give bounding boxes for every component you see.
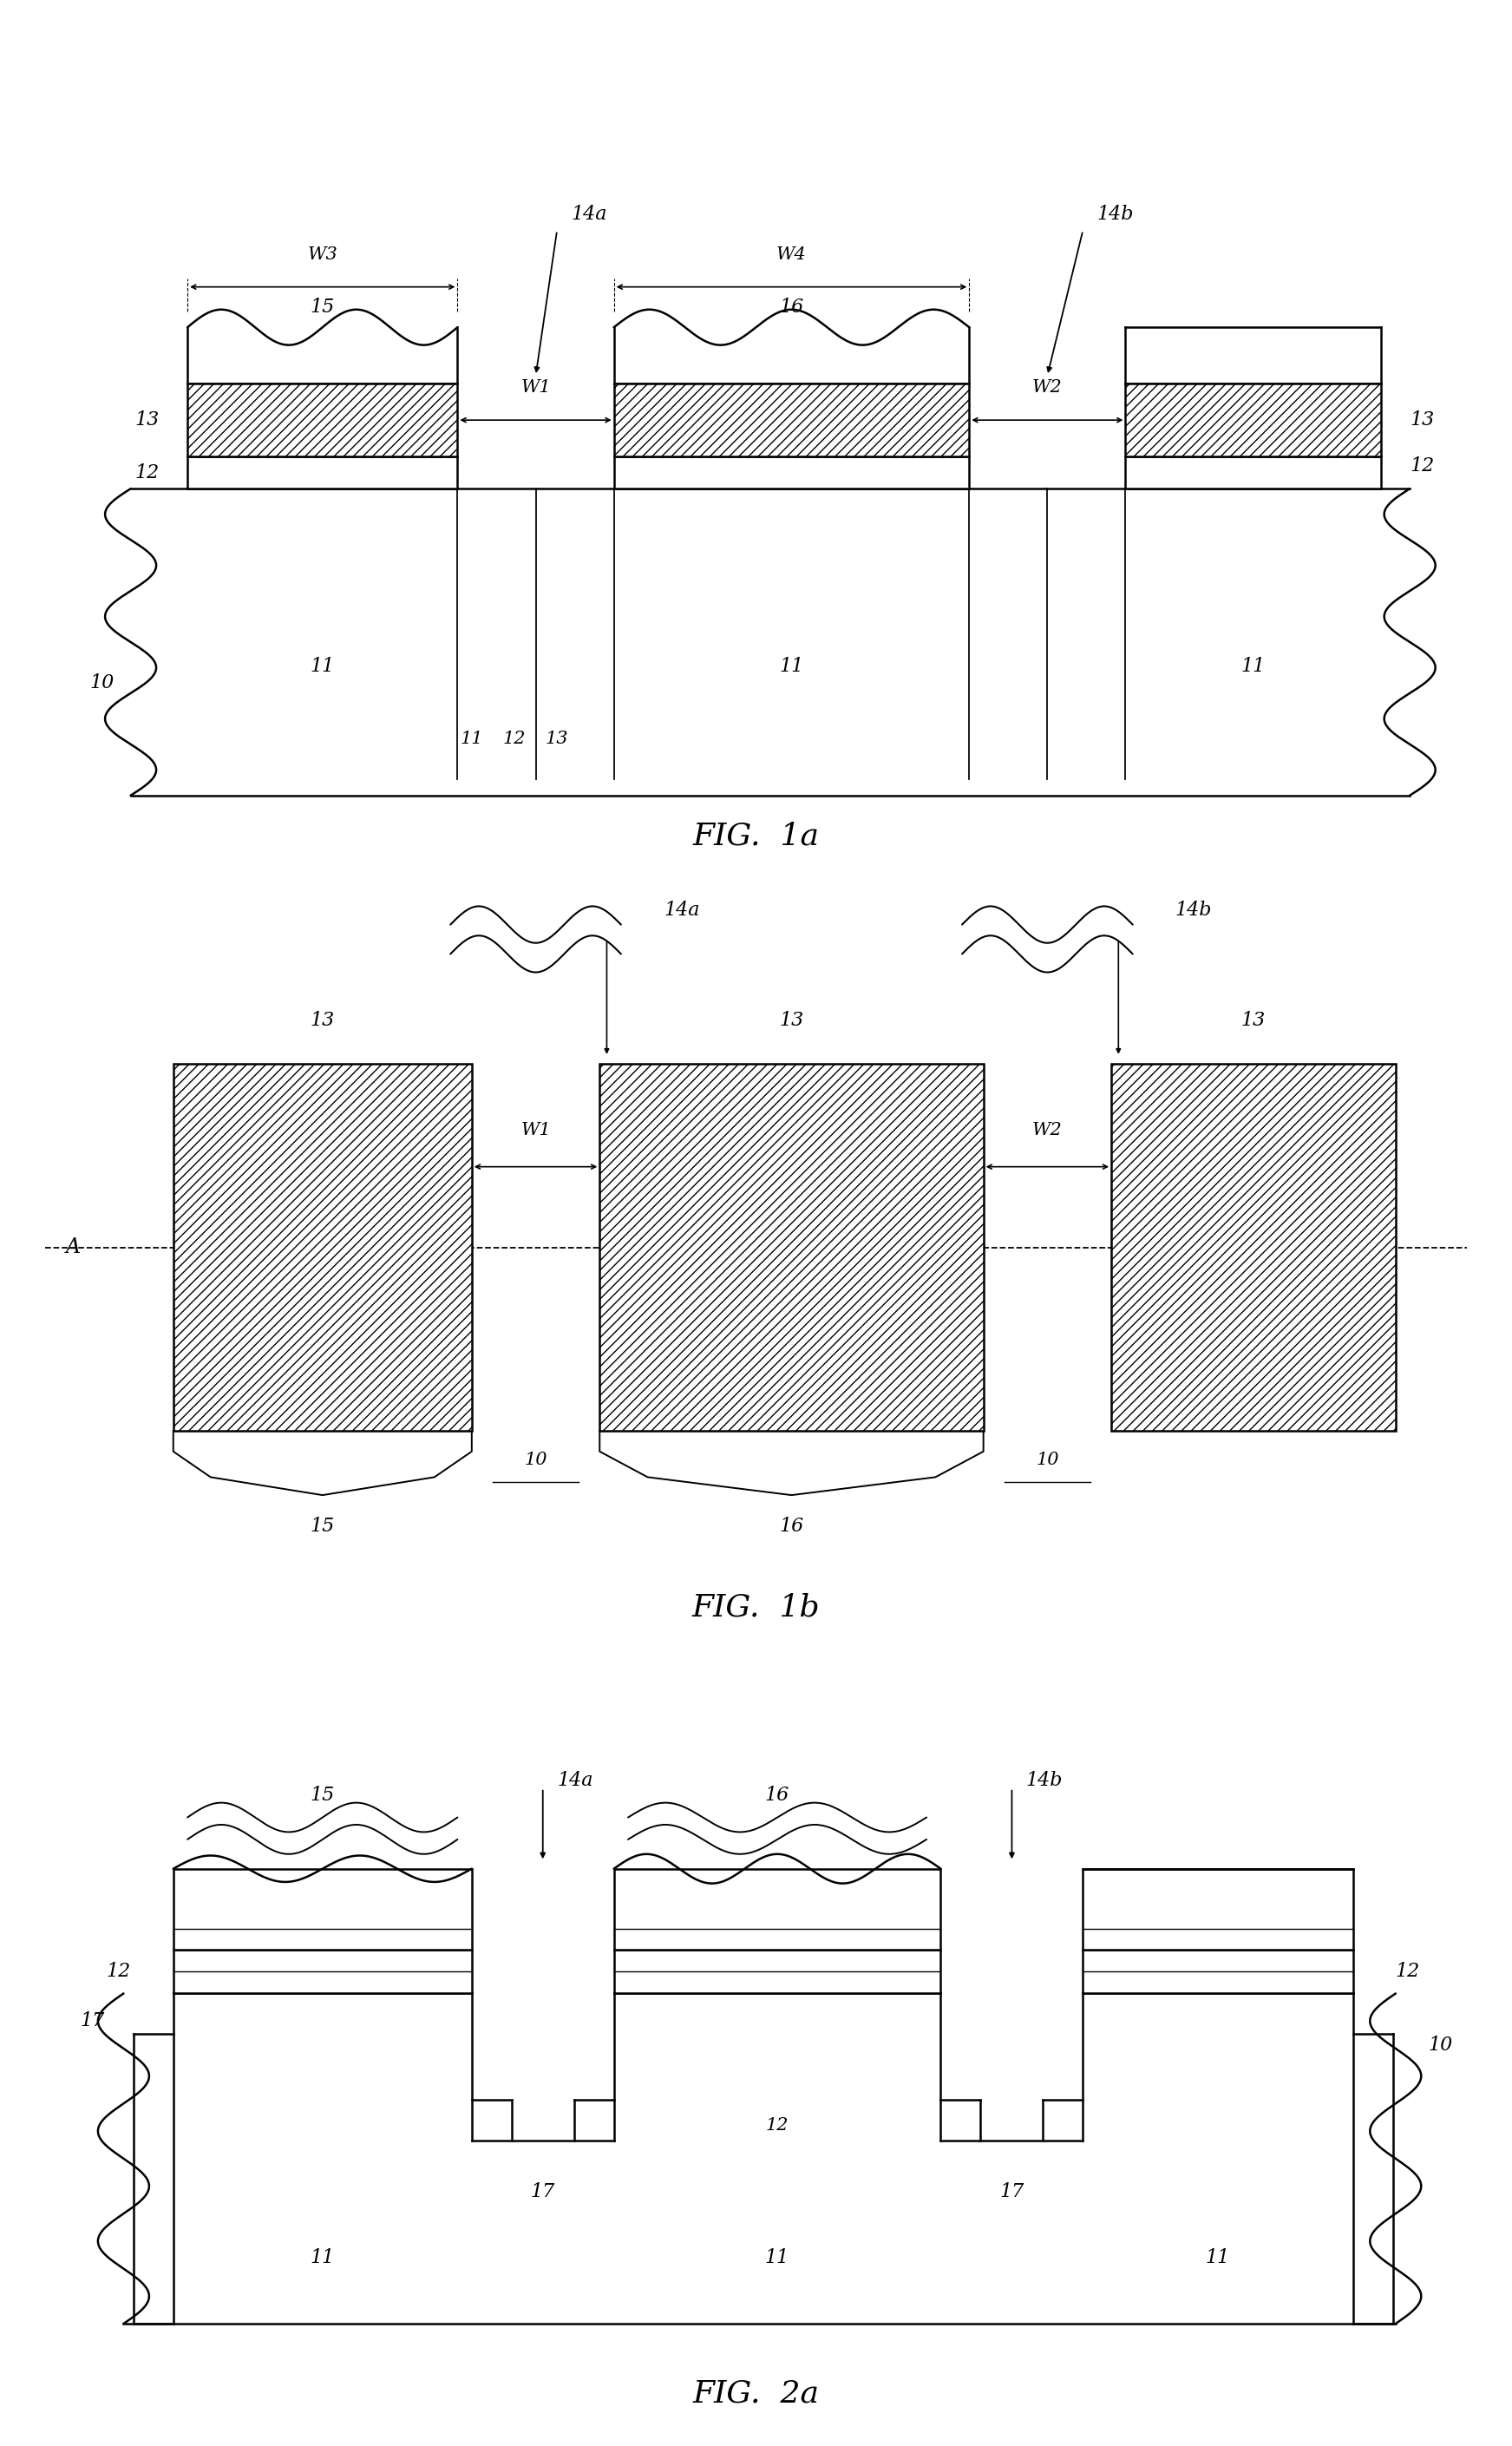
Bar — [614, 457, 969, 489]
Bar — [600, 1064, 983, 1431]
Text: 11: 11 — [1241, 656, 1266, 675]
Text: 14a: 14a — [664, 900, 700, 920]
Bar — [174, 1064, 472, 1431]
Text: 11: 11 — [1205, 2248, 1231, 2267]
Text: 15: 15 — [310, 1517, 334, 1536]
Text: 13: 13 — [135, 411, 159, 430]
Bar — [187, 457, 458, 489]
Text: FIG.  2a: FIG. 2a — [692, 2378, 820, 2409]
Text: 11: 11 — [460, 731, 484, 746]
Text: W1: W1 — [520, 1123, 550, 1137]
Text: 16: 16 — [765, 1786, 789, 1805]
Text: 12: 12 — [1409, 457, 1435, 475]
Text: A: A — [67, 1238, 82, 1257]
Text: 11: 11 — [765, 2248, 789, 2267]
Text: W2: W2 — [1033, 1123, 1063, 1137]
Text: 14b: 14b — [1098, 205, 1134, 225]
Text: 11: 11 — [310, 2248, 334, 2267]
Text: 13: 13 — [546, 731, 569, 746]
Text: 17: 17 — [531, 2182, 555, 2201]
Bar — [614, 1949, 940, 1993]
Text: 13: 13 — [1409, 411, 1435, 430]
Text: FIG.  1b: FIG. 1b — [692, 1592, 820, 1622]
Text: W2: W2 — [1033, 379, 1063, 396]
Bar — [614, 384, 969, 457]
Bar — [187, 384, 458, 457]
Text: 11: 11 — [779, 656, 804, 675]
Text: W4: W4 — [777, 247, 806, 262]
Text: 12: 12 — [765, 2118, 789, 2133]
Text: 17: 17 — [80, 2011, 104, 2030]
Bar — [614, 1869, 940, 1949]
Text: 10: 10 — [89, 673, 115, 692]
Text: 15: 15 — [310, 298, 334, 316]
Text: 17: 17 — [999, 2182, 1024, 2201]
Text: W3: W3 — [307, 247, 337, 262]
Text: 13: 13 — [310, 1010, 334, 1030]
Bar — [1083, 1869, 1353, 1949]
Text: 14b: 14b — [1027, 1771, 1063, 1790]
Bar — [174, 1869, 472, 1949]
Text: 16: 16 — [779, 1517, 804, 1536]
Text: 12: 12 — [1396, 1962, 1420, 1981]
Text: 14b: 14b — [1175, 900, 1213, 920]
Text: FIG.  1a: FIG. 1a — [692, 822, 820, 851]
Text: 14a: 14a — [556, 1771, 593, 1790]
Text: 16: 16 — [779, 298, 804, 316]
Bar — [174, 1949, 472, 1993]
Text: 12: 12 — [135, 462, 159, 482]
Text: 11: 11 — [310, 656, 334, 675]
Text: 10: 10 — [525, 1453, 547, 1468]
Text: 13: 13 — [1241, 1010, 1266, 1030]
Text: 13: 13 — [779, 1010, 804, 1030]
Bar — [1125, 384, 1382, 457]
Text: 10: 10 — [1429, 2035, 1453, 2055]
Text: W1: W1 — [520, 379, 550, 396]
Text: 12: 12 — [106, 1962, 130, 1981]
Text: 15: 15 — [310, 1786, 334, 1805]
Bar — [1083, 1949, 1353, 1993]
Text: 10: 10 — [1036, 1453, 1058, 1468]
Text: 14a: 14a — [572, 205, 608, 225]
Bar — [1125, 457, 1382, 489]
Bar — [1111, 1064, 1396, 1431]
Text: 12: 12 — [503, 731, 526, 746]
